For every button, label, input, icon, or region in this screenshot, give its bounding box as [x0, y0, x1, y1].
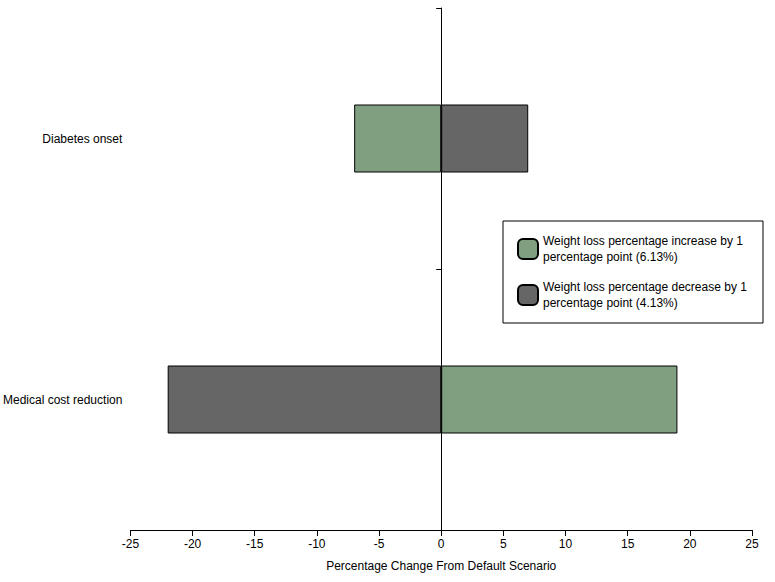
svg-text:Diabetes onset: Diabetes onset — [42, 132, 123, 146]
svg-text:Percentage Change From Default: Percentage Change From Default Scenario — [326, 559, 556, 573]
svg-text:25: 25 — [745, 537, 759, 551]
svg-text:-15: -15 — [246, 537, 264, 551]
svg-text:-20: -20 — [184, 537, 202, 551]
svg-text:-5: -5 — [374, 537, 385, 551]
svg-text:15: 15 — [621, 537, 635, 551]
svg-text:Weight loss percentage decreas: Weight loss percentage decrease by 1 — [543, 280, 750, 294]
svg-text:5: 5 — [500, 537, 507, 551]
svg-text:Weight loss percentage increas: Weight loss percentage increase by 1 — [543, 234, 746, 248]
svg-text:-10: -10 — [308, 537, 326, 551]
svg-text:percentage point (6.13%): percentage point (6.13%) — [543, 250, 678, 264]
svg-text:0: 0 — [438, 537, 445, 551]
svg-text:percentage point (4.13%): percentage point (4.13%) — [543, 296, 678, 310]
svg-text:10: 10 — [559, 537, 573, 551]
svg-text:-25: -25 — [122, 537, 140, 551]
svg-text:Medical cost reduction: Medical cost reduction — [3, 393, 122, 407]
svg-text:20: 20 — [683, 537, 697, 551]
